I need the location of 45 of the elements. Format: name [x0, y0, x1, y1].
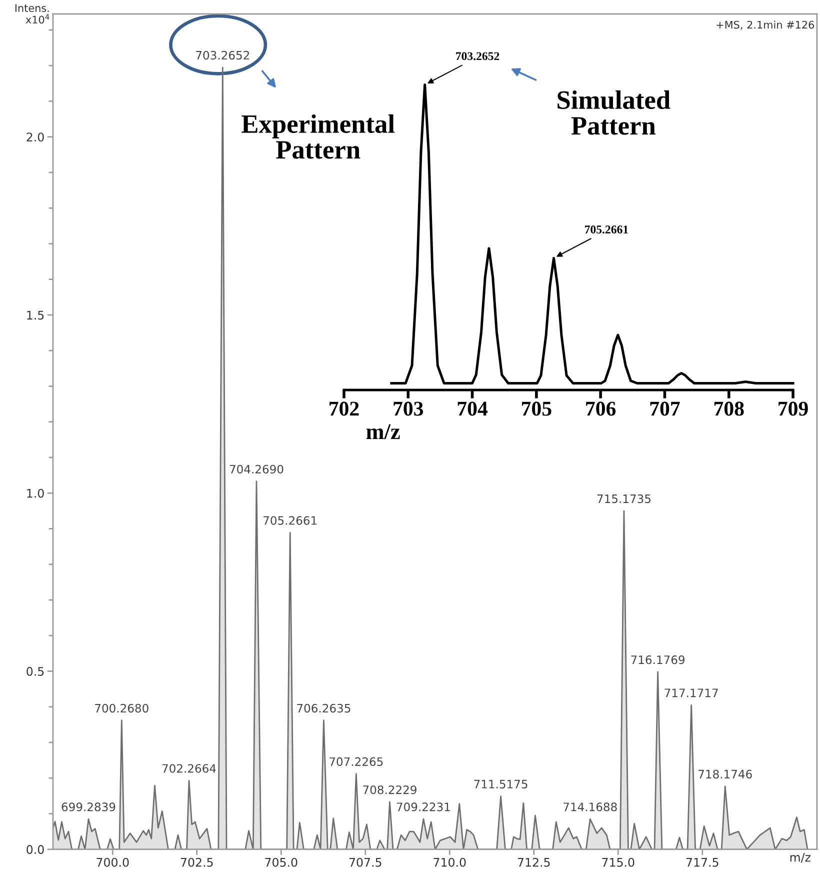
annotation: 699.2839	[62, 802, 116, 812]
y-tick-label: 2.0	[26, 132, 44, 142]
x-tick-label: 709	[778, 402, 808, 416]
y-tick-label: 0.5	[26, 666, 44, 676]
annotation: 702.2664	[162, 764, 216, 773]
x-axis-title: m/z	[366, 424, 400, 440]
annotation: 718.1746	[698, 770, 752, 778]
x-tick-label: 712.5	[518, 858, 550, 867]
x-tick-label: 715.0	[602, 858, 634, 867]
annotation: 716.1769	[631, 655, 684, 664]
annotation: 707.2265	[330, 757, 383, 766]
x-tick-label: 710.0	[434, 858, 466, 867]
annotation: 715.1735	[597, 494, 650, 504]
x-tick-label: 706	[586, 402, 616, 416]
annotation: 700.2680	[95, 704, 148, 713]
x-tick-label: 705.0	[265, 858, 298, 867]
annotation: 705.2661	[584, 226, 628, 234]
annotation: Simulated Pattern	[558, 90, 670, 135]
annotation: +MS, 2.1min #126	[716, 20, 814, 30]
annotation: 711.5175	[474, 780, 528, 788]
annotation: 706.2635	[297, 704, 350, 713]
x-tick-label: 703	[394, 402, 424, 416]
x-tick-label: 705	[522, 402, 552, 416]
x-tick-label: 702	[330, 402, 359, 416]
x-tick-label: 707.5	[349, 858, 382, 867]
annotation: Experimental Pattern	[242, 114, 395, 159]
x-tick-label: 700.0	[96, 858, 129, 867]
x-tick-label: 708	[714, 402, 744, 416]
annotation: 704.2690	[230, 464, 284, 474]
annotation: 703.2652	[196, 50, 250, 60]
annotation: 708.2229	[363, 785, 416, 794]
x-tick-label: 702.5	[180, 858, 213, 867]
x-tick-label: 717.5	[686, 858, 718, 867]
x-tick-label: 704	[458, 402, 488, 416]
annotation: 705.2661	[264, 516, 317, 525]
annotation: 717.1717	[664, 688, 718, 698]
annotation: 714.1688	[564, 802, 617, 812]
annotation: 709.2231	[396, 802, 450, 812]
y-axis-title: Intens. x10$^{4}$	[15, 4, 50, 24]
y-tick-label: 0.0	[26, 845, 44, 854]
y-tick-label: 1.5	[27, 310, 44, 320]
x-axis-title: m/z	[790, 853, 810, 863]
x-tick-label: 707	[650, 402, 680, 416]
annotation: 703.2652	[456, 52, 500, 60]
y-tick-label: 1.0	[27, 488, 44, 498]
